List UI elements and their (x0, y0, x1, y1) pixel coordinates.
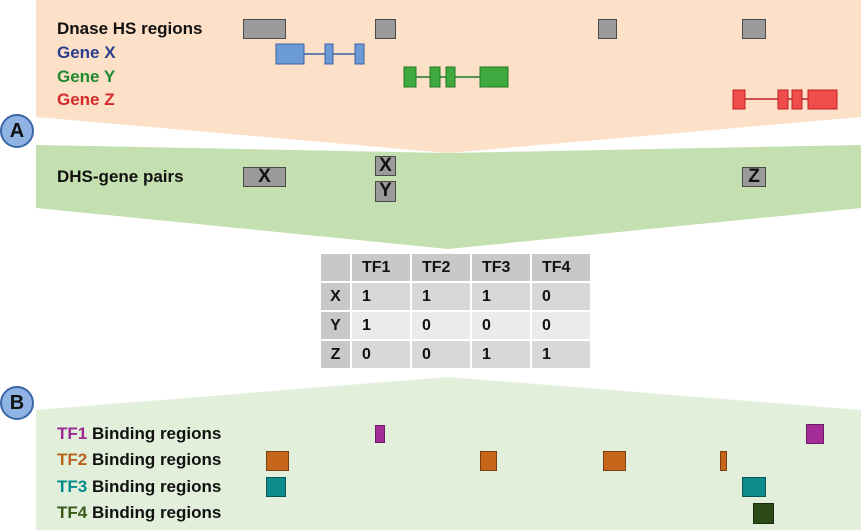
pair-z: Z (742, 167, 766, 187)
tf4-suffix: Binding regions (87, 503, 222, 522)
gene-x-model (275, 43, 365, 65)
table-cell: 1 (472, 341, 530, 368)
pair-x: X (243, 167, 286, 187)
tf1-binding-region (806, 424, 824, 444)
tf3-suffix: Binding regions (87, 477, 222, 496)
gene-y-label: Gene Y (57, 67, 116, 86)
column-header: TF4 (532, 254, 590, 281)
table-cell: 1 (532, 341, 590, 368)
tf2-binding-region (603, 451, 626, 471)
tf2-suffix: Binding regions (87, 450, 222, 469)
table-cell: 0 (472, 312, 530, 339)
column-header: TF3 (472, 254, 530, 281)
column-header: TF1 (352, 254, 410, 281)
table-cell: 0 (412, 312, 470, 339)
tf2-binding-region (266, 451, 289, 471)
tf-matrix-table: TF1 TF2 TF3 TF4 X 1 1 1 0 Y 1 0 0 0 Z 0 … (319, 252, 592, 370)
tf2-binding-region (720, 451, 727, 471)
tf4-binding-region (753, 503, 774, 524)
tf3-binding-region (742, 477, 766, 497)
pair-x: X (375, 156, 396, 176)
tf3-binding-label: TF3 Binding regions (57, 477, 221, 497)
tf3-binding-region (266, 477, 286, 497)
dhs-region (243, 19, 286, 39)
tf4-name: TF4 (57, 503, 88, 522)
row-header: Z (321, 341, 350, 368)
binding-panel (36, 377, 861, 530)
table-row: X 1 1 1 0 (321, 283, 590, 310)
column-header: TF2 (412, 254, 470, 281)
tf4-binding-label: TF4 Binding regions (57, 503, 221, 523)
dhs-region (598, 19, 617, 39)
gene-z-model (732, 89, 838, 110)
table-cell: 1 (352, 312, 410, 339)
tf2-name: TF2 (57, 450, 88, 469)
table-row: Y 1 0 0 0 (321, 312, 590, 339)
pairs-panel (36, 145, 861, 249)
table-cell: 0 (532, 312, 590, 339)
tf1-binding-region (375, 425, 385, 443)
dnase-label: Dnase HS regions (57, 19, 203, 38)
dhs-region (742, 19, 766, 39)
row-header: Y (321, 312, 350, 339)
tf1-suffix: Binding regions (87, 424, 222, 443)
table-cell: 0 (352, 341, 410, 368)
table-cell: 1 (412, 283, 470, 310)
tf1-binding-label: TF1 Binding regions (57, 424, 221, 444)
row-header: X (321, 283, 350, 310)
table-cell: 0 (532, 283, 590, 310)
tf3-name: TF3 (57, 477, 88, 496)
badge-a: A (0, 114, 34, 148)
gene-z-label: Gene Z (57, 90, 115, 109)
badge-b: B (0, 386, 34, 420)
table-cell: 1 (352, 283, 410, 310)
table-row: Z 0 0 1 1 (321, 341, 590, 368)
pairs-label: DHS-gene pairs (57, 167, 184, 186)
table-corner (321, 254, 350, 281)
gene-y-model (403, 66, 509, 88)
dhs-region (375, 19, 396, 39)
tf2-binding-region (480, 451, 497, 471)
tf2-binding-label: TF2 Binding regions (57, 450, 221, 470)
table-cell: 0 (412, 341, 470, 368)
tf1-name: TF1 (57, 424, 88, 443)
pair-y: Y (375, 181, 396, 202)
table-cell: 1 (472, 283, 530, 310)
gene-x-label: Gene X (57, 43, 116, 62)
